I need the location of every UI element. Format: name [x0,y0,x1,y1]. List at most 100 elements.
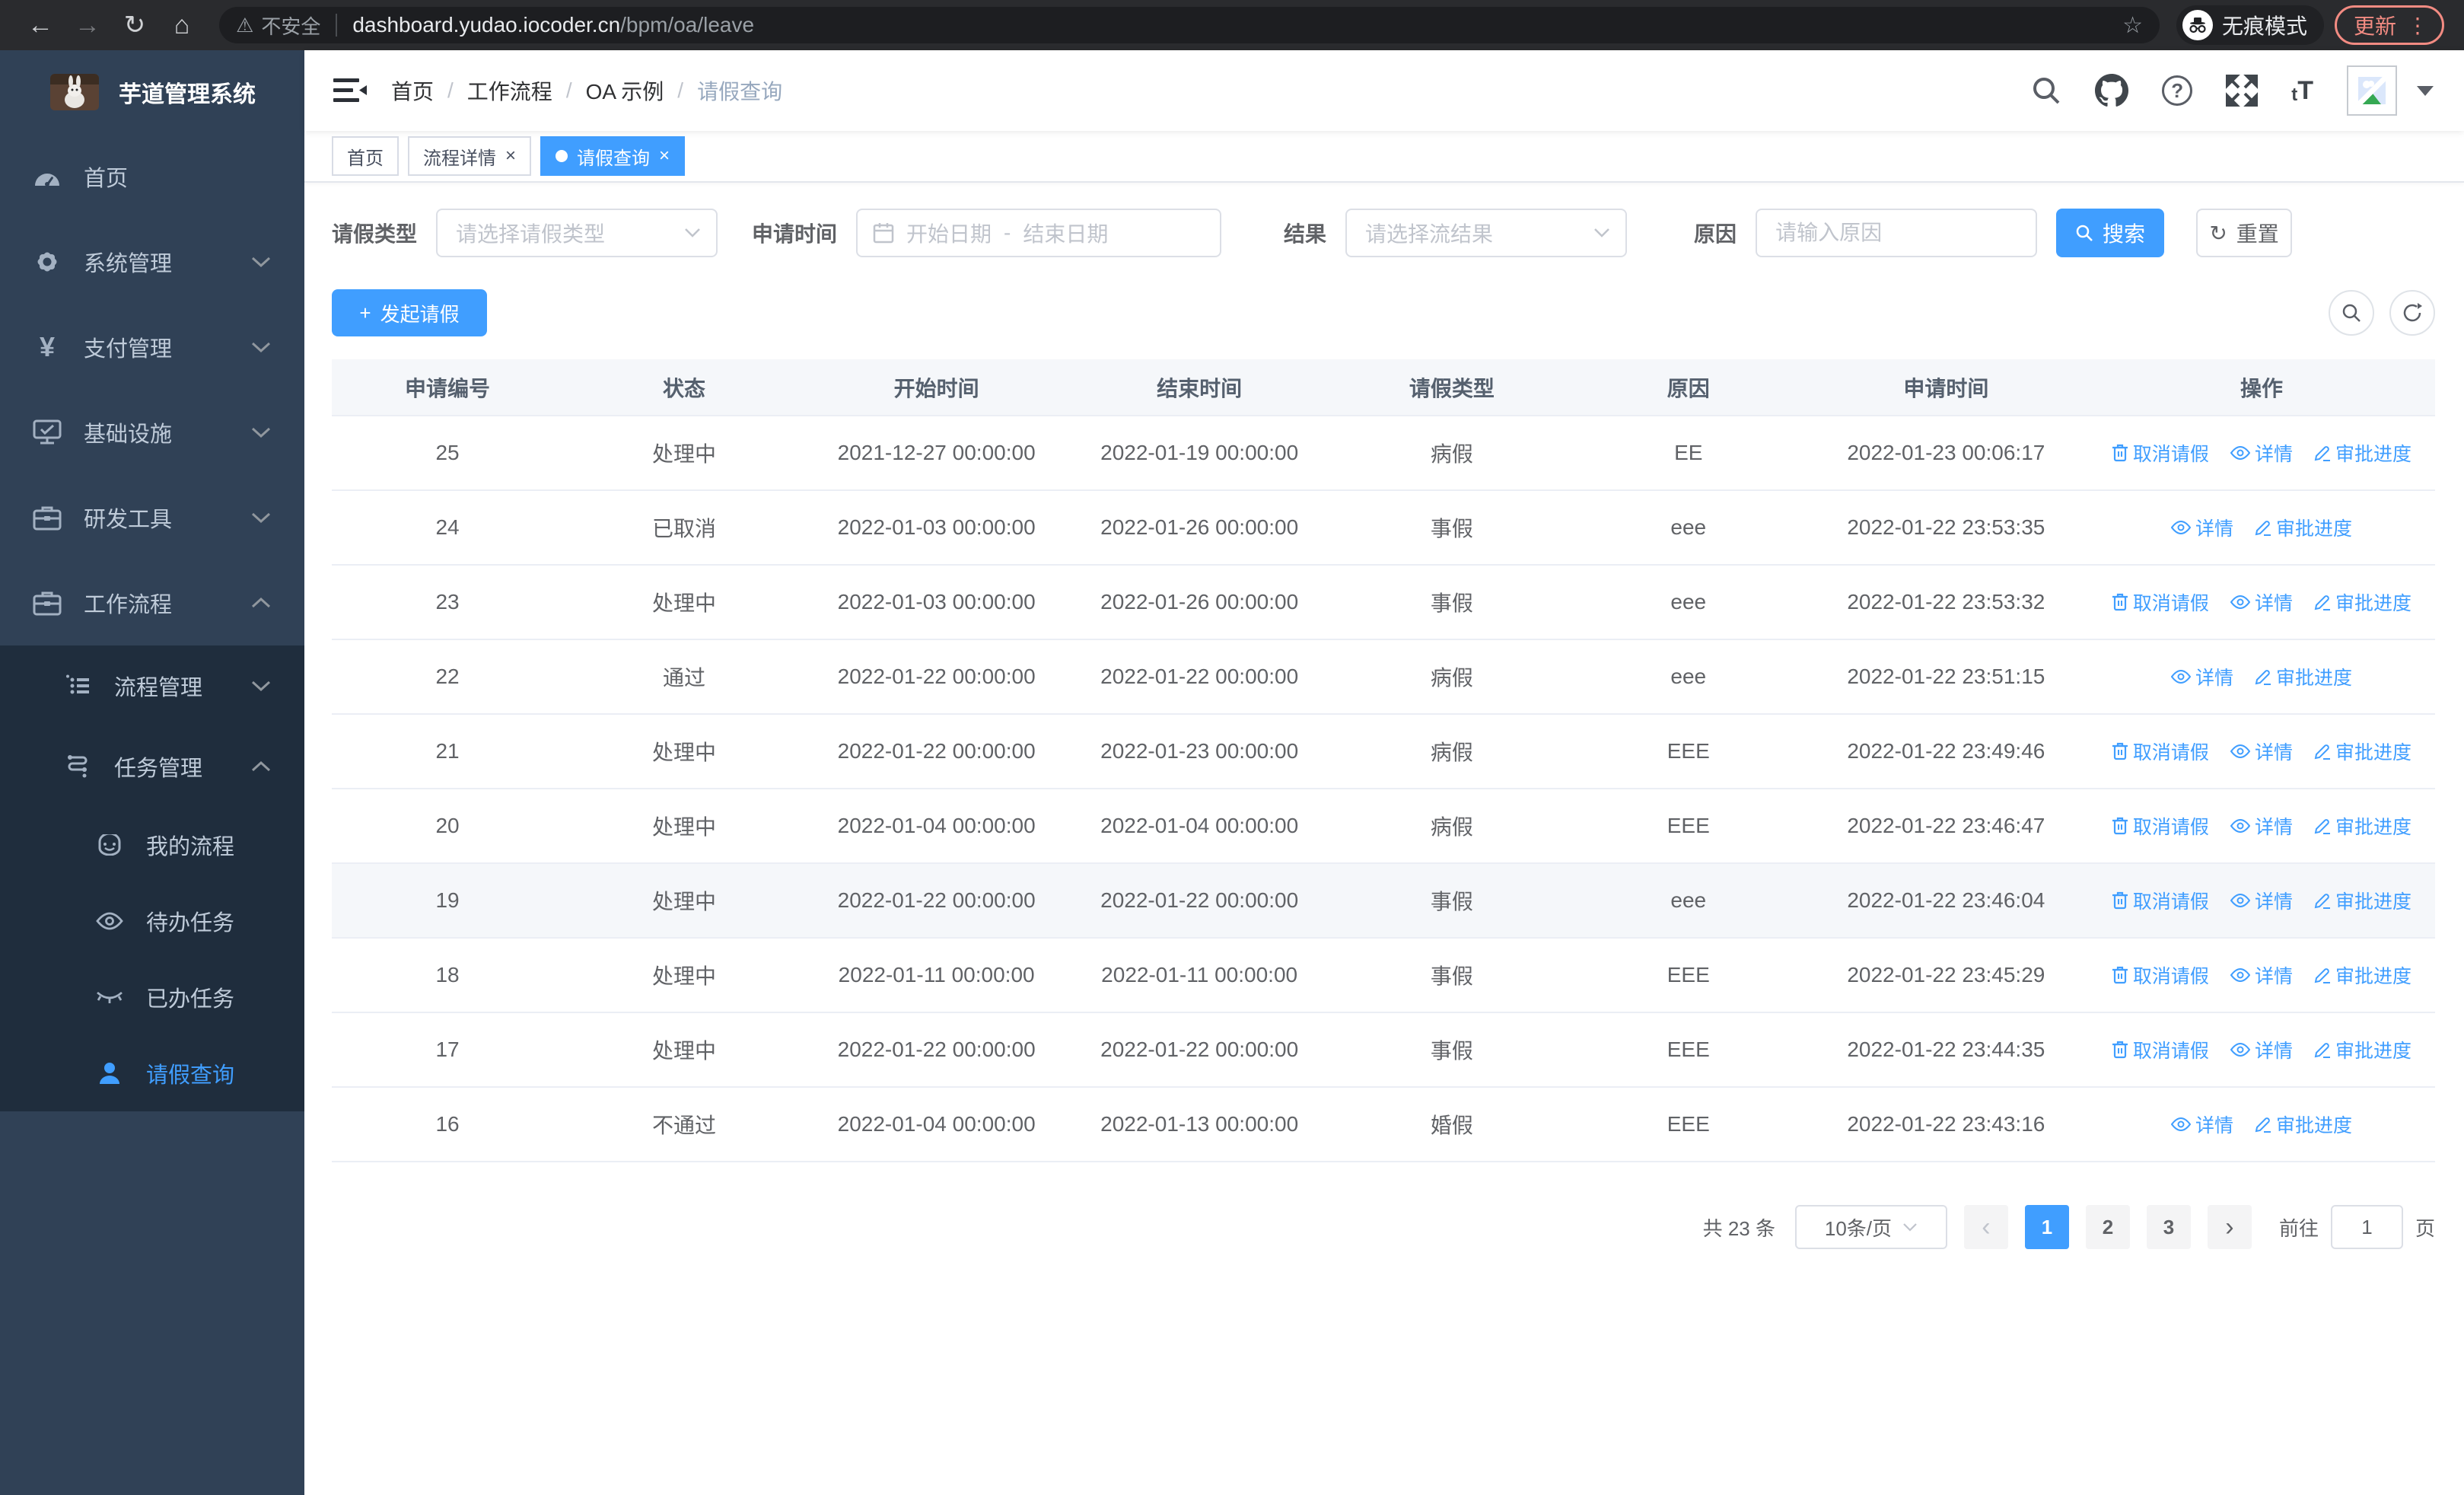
app-logo-row[interactable]: 芋道管理系统 [0,50,304,134]
approval-progress-link[interactable]: 审批进度 [2314,439,2411,467]
cell-id: 19 [332,863,564,939]
address-bar[interactable]: ⚠ 不安全 dashboard.yudao.iocoder.cn/bpm/oa/… [219,7,2160,43]
face-icon [93,834,126,856]
leave-type-select[interactable]: 请选择请假类型 [436,209,718,257]
browser-forward-button[interactable]: → [75,10,100,40]
sidebar-item-my-process[interactable]: 我的流程 [0,807,304,883]
sidebar-item-devtools[interactable]: 研发工具 [0,475,304,560]
toolbox-icon [30,505,64,531]
close-icon[interactable]: × [659,145,670,166]
help-icon[interactable]: ? [2162,75,2193,106]
cell-reason: eee [1572,639,1804,715]
cancel-leave-link[interactable]: 取消请假 [2112,738,2209,765]
detail-link[interactable]: 详情 [2230,887,2293,914]
breadcrumb-oa-example[interactable]: OA 示例 [585,80,664,104]
detail-link[interactable]: 详情 [2170,1111,2233,1138]
approval-progress-link[interactable]: 审批进度 [2255,1111,2352,1138]
close-icon[interactable]: × [505,145,517,166]
approval-progress-link[interactable]: 审批进度 [2314,961,2411,989]
github-icon[interactable] [2095,74,2129,107]
browser-update-button[interactable]: 更新 ⋮ [2334,5,2444,45]
page-button-3[interactable]: 3 [2146,1205,2191,1249]
table-row: 18 处理中 2022-01-11 00:00:00 2022-01-11 00… [332,938,2435,1013]
browser-reload-button[interactable]: ↻ [123,11,146,40]
prev-page-button[interactable]: ‹ [1963,1205,2008,1249]
refresh-icon: ↻ [2209,221,2227,245]
sidebar-item-process-mgmt[interactable]: 流程管理 [0,645,304,726]
cell-status: 处理中 [563,1012,805,1088]
browser-home-button[interactable]: ⌂ [173,10,190,40]
header-search-icon[interactable] [2031,75,2061,106]
detail-link[interactable]: 详情 [2230,961,2293,989]
sidebar-item-todo-tasks[interactable]: 待办任务 [0,883,304,959]
detail-link[interactable]: 详情 [2230,439,2293,467]
sidebar-item-payment[interactable]: ¥ 支付管理 [0,304,304,390]
sidebar-item-home[interactable]: 首页 [0,134,304,219]
detail-link[interactable]: 详情 [2230,1036,2293,1063]
table-search-toggle-button[interactable] [2329,290,2374,336]
cancel-leave-link[interactable]: 取消请假 [2112,961,2209,989]
sidebar-item-task-mgmt[interactable]: 任务管理 [0,726,304,807]
sidebar-item-label: 工作流程 [84,593,173,617]
leave-table: 申请编号 状态 开始时间 结束时间 请假类型 原因 申请时间 操作 25 处理中 [332,359,2435,1162]
result-select[interactable]: 请选择流结果 [1345,209,1628,257]
reason-field-wrap [1756,209,2038,257]
detail-link[interactable]: 详情 [2230,812,2293,840]
avatar[interactable] [2347,65,2397,116]
browser-back-button[interactable]: ← [27,10,53,40]
tab-home[interactable]: 首页 [332,136,399,176]
reason-input[interactable] [1757,210,2036,256]
tab-process-detail[interactable]: 流程详情 × [408,136,532,176]
tab-label: 流程详情 [423,148,496,169]
approval-progress-link[interactable]: 审批进度 [2255,663,2352,690]
cancel-leave-link[interactable]: 取消请假 [2112,812,2209,840]
cancel-leave-link[interactable]: 取消请假 [2112,588,2209,616]
sidebar-collapse-icon[interactable] [332,72,368,109]
fullscreen-icon[interactable] [2226,75,2259,107]
sidebar-item-system[interactable]: 系统管理 [0,219,304,304]
browser-menu-icon[interactable]: ⋮ [2407,13,2428,37]
create-leave-button[interactable]: + 发起请假 [332,289,487,336]
goto-page-input[interactable] [2330,1205,2403,1249]
next-page-button[interactable]: › [2207,1205,2252,1249]
trash-icon [2112,593,2128,611]
apply-time-label: 申请时间 [752,222,838,246]
page-button-2[interactable]: 2 [2085,1205,2130,1249]
approval-progress-link[interactable]: 审批进度 [2314,588,2411,616]
cancel-leave-link[interactable]: 取消请假 [2112,439,2209,467]
approval-progress-link[interactable]: 审批进度 [2314,738,2411,765]
approval-progress-link[interactable]: 审批进度 [2314,1036,2411,1063]
sidebar-item-infra[interactable]: 基础设施 [0,390,304,475]
table-refresh-button[interactable] [2389,290,2435,336]
cell-end: 2022-01-19 00:00:00 [1068,416,1331,491]
approval-progress-link[interactable]: 审批进度 [2314,887,2411,914]
cancel-leave-link[interactable]: 取消请假 [2112,887,2209,914]
approval-progress-link[interactable]: 审批进度 [2255,514,2352,541]
detail-link[interactable]: 详情 [2230,738,2293,765]
breadcrumb-home[interactable]: 首页 [391,80,435,104]
detail-link[interactable]: 详情 [2170,514,2233,541]
page-size-select[interactable]: 10条/页 [1794,1205,1947,1249]
sidebar-item-done-tasks[interactable]: 已办任务 [0,959,304,1035]
sidebar-item-label: 我的流程 [146,835,235,859]
search-button[interactable]: 搜索 [2056,209,2165,257]
sidebar-item-workflow[interactable]: 工作流程 [0,560,304,645]
page-button-1[interactable]: 1 [2024,1205,2069,1249]
range-separator: - [1004,221,1011,244]
briefcase-icon [30,590,64,616]
bookmark-star-icon[interactable]: ☆ [2122,12,2143,38]
breadcrumb-workflow[interactable]: 工作流程 [466,80,552,104]
tab-leave-query[interactable]: 请假查询 × [540,136,686,176]
apply-time-range-picker[interactable]: 开始日期 - 结束日期 [856,209,1222,257]
reset-button[interactable]: ↻ 重置 [2196,209,2293,257]
cancel-leave-link[interactable]: 取消请假 [2112,1036,2209,1063]
sidebar-item-leave-query[interactable]: 请假查询 [0,1035,304,1111]
avatar-caret-icon[interactable] [2417,85,2434,96]
security-chip[interactable]: ⚠ 不安全 [236,11,320,40]
detail-link[interactable]: 详情 [2170,663,2233,690]
end-date-placeholder: 结束日期 [1023,222,1109,246]
detail-link[interactable]: 详情 [2230,588,2293,616]
pencil-icon [2314,894,2330,909]
approval-progress-link[interactable]: 审批进度 [2314,812,2411,840]
